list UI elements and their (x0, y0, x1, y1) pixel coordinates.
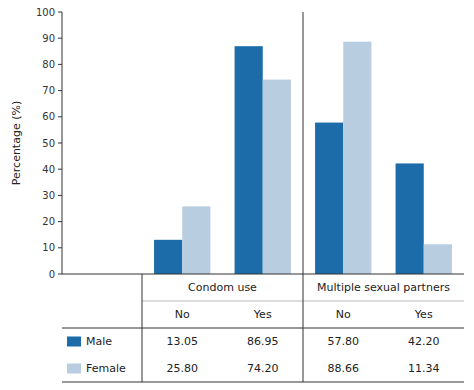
y-tick (58, 12, 62, 13)
table-rule (303, 12, 304, 382)
table-value: 11.34 (408, 362, 440, 375)
y-tick-label: 30 (42, 190, 55, 201)
table-value: 57.80 (328, 335, 360, 348)
y-tick-label: 90 (42, 33, 55, 44)
chart: 0 10 20 30 40 50 60 70 80 90 100 Percentage (%) Cond… (0, 0, 474, 390)
y-tick (58, 247, 62, 248)
y-axis-line (62, 12, 63, 274)
y-tick (58, 274, 62, 275)
category-label: No (336, 308, 351, 321)
category-label: No (175, 308, 190, 321)
y-tick-label: 0 (49, 269, 55, 280)
table-value: 74.20 (247, 362, 279, 375)
group-label: Multiple sexual partners (317, 281, 450, 294)
table-value: 13.05 (167, 335, 199, 348)
bar (315, 123, 343, 274)
table-value: 86.95 (247, 335, 279, 348)
bar (396, 163, 424, 274)
table-value: 25.80 (167, 362, 199, 375)
y-tick (58, 195, 62, 196)
series-name: Male (86, 335, 112, 348)
y-tick (58, 221, 62, 222)
y-tick (58, 64, 62, 65)
bar (182, 206, 210, 274)
y-axis-label: Percentage (%) (10, 101, 23, 185)
y-tick (58, 143, 62, 144)
table-rule (62, 274, 464, 275)
series-name: Female (86, 362, 126, 375)
y-tick-label: 40 (42, 164, 55, 175)
bar (424, 244, 452, 274)
category-label: Yes (253, 308, 272, 321)
table-lines (62, 12, 464, 382)
bar (343, 42, 371, 274)
bar (235, 46, 263, 274)
group-label: Condom use (188, 281, 257, 294)
table: Condom use Multiple sexual partners No Yes N… (67, 281, 450, 375)
y-tick-label: 10 (42, 242, 55, 253)
table-value: 88.66 (328, 362, 360, 375)
y-tick-label: 60 (42, 111, 55, 122)
legend-swatch (67, 364, 81, 374)
y-tick (58, 169, 62, 170)
y-tick (58, 38, 62, 39)
bar (154, 240, 182, 274)
y-tick-label: 100 (36, 7, 55, 18)
y-tick-label: 70 (42, 85, 55, 96)
table-rule (62, 382, 464, 383)
chart-container: 0 10 20 30 40 50 60 70 80 90 100 Percentage (%) Cond… (0, 0, 474, 390)
table-rule (142, 274, 143, 382)
y-tick-label: 50 (42, 138, 55, 149)
bar (263, 80, 291, 274)
y-axis: 0 10 20 30 40 50 60 70 80 90 100 (36, 7, 62, 280)
legend-swatch (67, 337, 81, 347)
table-rule (62, 328, 464, 329)
table-value: 42.20 (408, 335, 440, 348)
y-tick (58, 116, 62, 117)
y-tick-label: 20 (42, 216, 55, 227)
y-tick-label: 80 (42, 59, 55, 70)
category-label: Yes (414, 308, 433, 321)
y-tick (58, 90, 62, 91)
